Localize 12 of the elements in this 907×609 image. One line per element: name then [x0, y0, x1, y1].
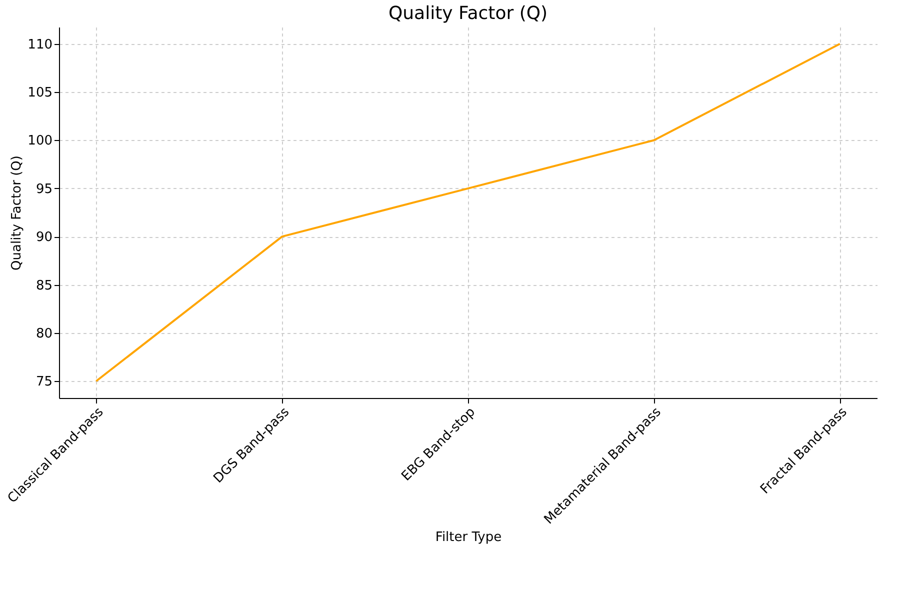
- y-tick-label: 100: [28, 134, 52, 149]
- y-tick-label: 90: [36, 230, 52, 246]
- x-axis-title: Filter Type: [435, 530, 502, 545]
- y-tick-label: 105: [28, 86, 52, 101]
- line-series: [95, 42, 841, 382]
- y-tick-label: 80: [36, 326, 52, 342]
- y-tick-label: 110: [28, 37, 52, 52]
- y-tick-label: 75: [36, 374, 52, 390]
- y-tick-label: 95: [36, 182, 52, 197]
- chart-title: Quality Factor (Q): [388, 3, 548, 24]
- y-tick-label: 85: [36, 278, 52, 294]
- y-axis-title: Quality Factor (Q): [10, 156, 25, 270]
